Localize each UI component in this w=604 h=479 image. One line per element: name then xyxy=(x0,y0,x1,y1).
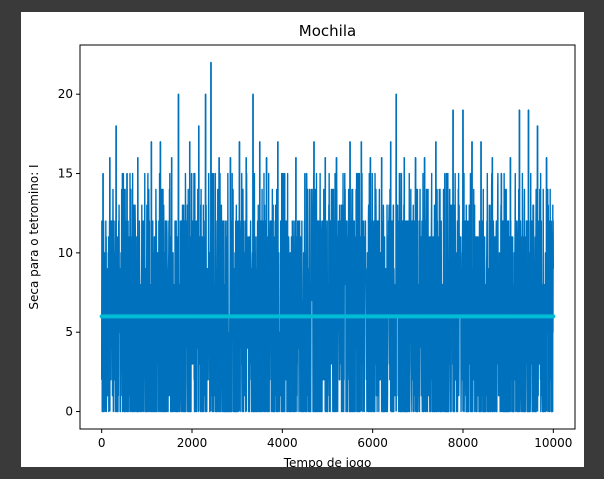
y-tick-label: 20 xyxy=(58,87,73,101)
x-tick-label: 0 xyxy=(98,436,106,450)
x-tick-label: 2000 xyxy=(177,436,208,450)
x-axis-label: Tempo de jogo xyxy=(283,456,372,467)
y-tick-label: 5 xyxy=(65,325,73,339)
y-tick-label: 0 xyxy=(65,405,73,419)
x-tick-label: 6000 xyxy=(357,436,388,450)
chart-figure: Mochila 0 2000 4000 6000 8000 10000 0 5 10 15 20 … xyxy=(21,12,584,467)
series-layer xyxy=(99,61,556,413)
x-tick-label: 10000 xyxy=(534,436,572,450)
chart-title: Mochila xyxy=(299,22,356,40)
series-line-drought xyxy=(100,61,555,413)
axes-frame xyxy=(79,44,576,430)
y-axis: 0 5 10 15 20 xyxy=(58,87,80,419)
x-tick-label: 4000 xyxy=(267,436,298,450)
y-tick-label: 15 xyxy=(58,167,73,181)
y-tick-label: 10 xyxy=(58,246,73,260)
x-axis: 0 2000 4000 6000 8000 10000 xyxy=(98,429,572,450)
x-tick-label: 8000 xyxy=(448,436,479,450)
chart-svg: Mochila 0 2000 4000 6000 8000 10000 05101520 … xyxy=(27,22,576,467)
y-axis-label: Seca para o tetromino: I xyxy=(27,164,41,309)
